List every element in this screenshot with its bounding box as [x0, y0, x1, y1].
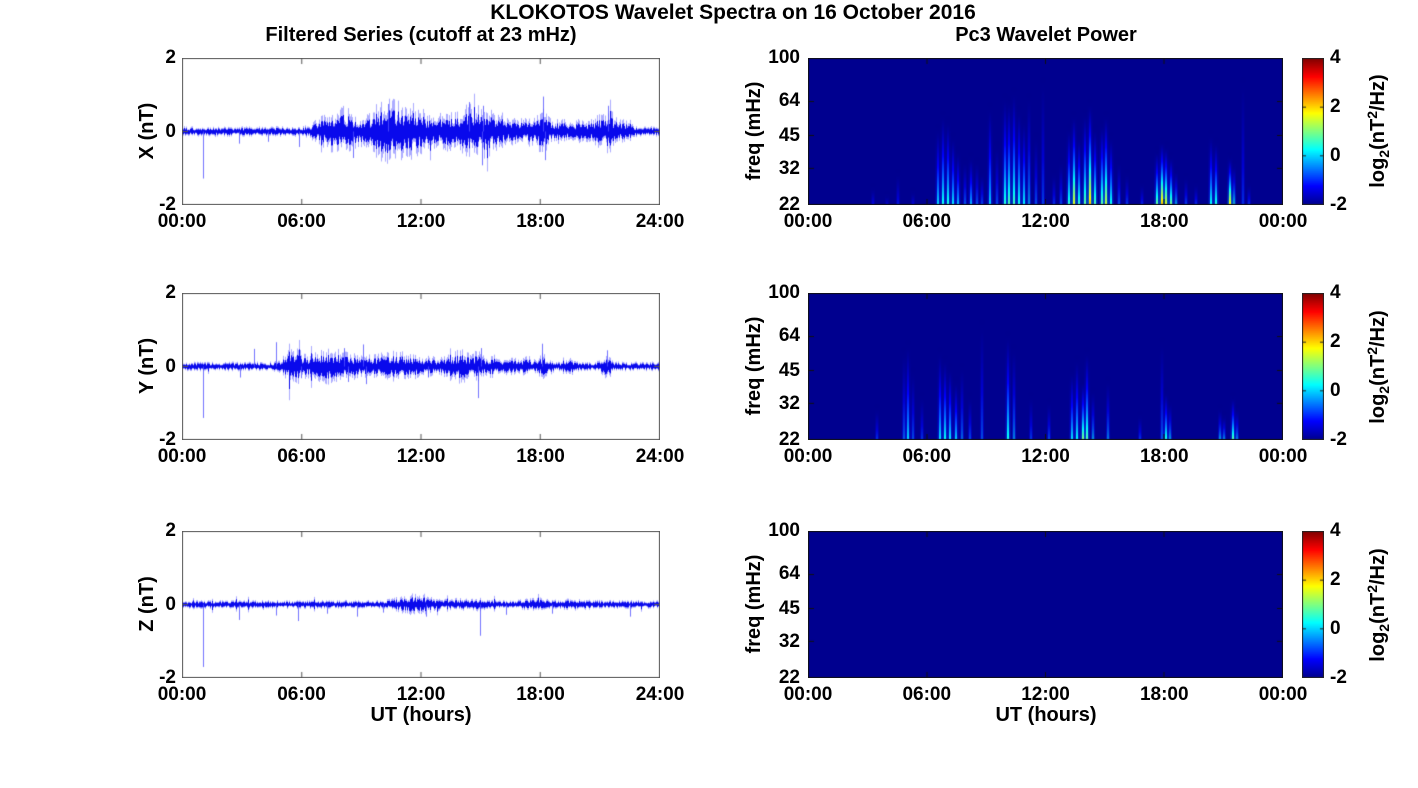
right-column-title: Pc3 Wavelet Power — [955, 24, 1137, 46]
tick-label: -2 — [1330, 429, 1347, 450]
tick-label: -2 — [159, 429, 176, 450]
tick-label: -2 — [1330, 194, 1347, 215]
tick-label: 4 — [1330, 47, 1341, 68]
tick-label: -2 — [159, 194, 176, 215]
timeseries-panel-x — [182, 58, 660, 205]
tick-label: 12:00 — [1021, 211, 1070, 232]
tick-label: 00:00 — [157, 211, 207, 232]
x-axis-label-right: UT (hours) — [995, 704, 1097, 726]
tick-label: 0 — [165, 355, 176, 377]
colorbar — [1302, 58, 1324, 205]
tick-label: 2 — [165, 282, 176, 303]
tick-label: 2 — [1330, 96, 1341, 117]
tick-label: 32 — [778, 157, 800, 179]
tick-label: 24:00 — [635, 211, 685, 232]
tick-label: 00:00 — [157, 446, 207, 467]
tick-label: 12:00 — [396, 684, 446, 705]
tick-label: 32 — [778, 392, 800, 414]
tick-label: 00:00 — [1258, 211, 1308, 232]
tick-label: 0 — [1330, 380, 1341, 401]
tick-label: 100 — [768, 282, 800, 303]
timeseries-panel-y — [182, 293, 660, 440]
tick-label: 12:00 — [396, 211, 446, 232]
tick-label: 2 — [1330, 569, 1341, 590]
tick-label: 22 — [778, 194, 800, 215]
tick-label: 06:00 — [902, 211, 952, 232]
tick-label: 00:00 — [783, 211, 833, 232]
tick-label: 00:00 — [1258, 446, 1308, 467]
tick-label: -2 — [1330, 667, 1347, 688]
tick-label: 64 — [778, 325, 800, 347]
tick-label: 12:00 — [1021, 446, 1070, 467]
tick-label: 00:00 — [783, 684, 833, 705]
figure-title: KLOKOTOS Wavelet Spectra on 16 October 2… — [490, 1, 976, 24]
wavelet-panel-z — [808, 531, 1283, 678]
tick-label: 45 — [778, 124, 800, 146]
tick-label: 0 — [165, 120, 176, 142]
tick-label: 45 — [778, 597, 800, 619]
tick-label: 00:00 — [783, 446, 833, 467]
tick-label: 2 — [165, 520, 176, 541]
left-column-title: Filtered Series (cutoff at 23 mHz) — [265, 24, 577, 46]
tick-label: 18:00 — [1139, 446, 1189, 467]
tick-label: 00:00 — [157, 684, 207, 705]
wavelet-panel-y — [808, 293, 1283, 440]
wavelet-panel-x — [808, 58, 1283, 205]
tick-label: 12:00 — [1021, 684, 1070, 705]
tick-label: 64 — [778, 563, 800, 585]
x-axis-label-left: UT (hours) — [370, 704, 472, 726]
tick-label: -2 — [159, 667, 176, 688]
colorbar-label: log2(nT2/Hz) — [1364, 310, 1392, 424]
tick-label: 00:00 — [1258, 684, 1308, 705]
tick-label: 06:00 — [277, 211, 326, 232]
tick-label: 12:00 — [396, 446, 446, 467]
tick-label: 22 — [778, 429, 800, 450]
tick-label: 45 — [778, 359, 800, 381]
tick-label: 32 — [778, 630, 800, 652]
tick-label: 06:00 — [277, 684, 326, 705]
tick-label: 4 — [1330, 520, 1341, 541]
colorbar — [1302, 531, 1324, 678]
tick-label: 0 — [1330, 145, 1341, 166]
tick-label: 24:00 — [635, 446, 685, 467]
tick-label: 2 — [165, 47, 176, 68]
tick-label: 64 — [778, 90, 800, 112]
tick-label: 100 — [768, 47, 800, 68]
colorbar-label: log2(nT2/Hz) — [1364, 548, 1392, 662]
tick-label: 2 — [1330, 331, 1341, 352]
tick-label: 06:00 — [902, 446, 952, 467]
tick-label: 06:00 — [277, 446, 326, 467]
colorbar-label: log2(nT2/Hz) — [1364, 74, 1392, 188]
tick-label: 18:00 — [1139, 211, 1189, 232]
tick-label: 0 — [1330, 618, 1341, 639]
tick-label: 06:00 — [902, 684, 952, 705]
tick-label: 24:00 — [635, 684, 685, 705]
tick-label: 4 — [1330, 282, 1341, 303]
colorbar — [1302, 293, 1324, 440]
timeseries-panel-z — [182, 531, 660, 678]
tick-label: 0 — [165, 593, 176, 615]
tick-label: 22 — [778, 667, 800, 688]
tick-label: 18:00 — [516, 446, 565, 467]
tick-label: 100 — [768, 520, 800, 541]
tick-label: 18:00 — [516, 684, 565, 705]
tick-label: 18:00 — [1139, 684, 1189, 705]
tick-label: 18:00 — [516, 211, 565, 232]
